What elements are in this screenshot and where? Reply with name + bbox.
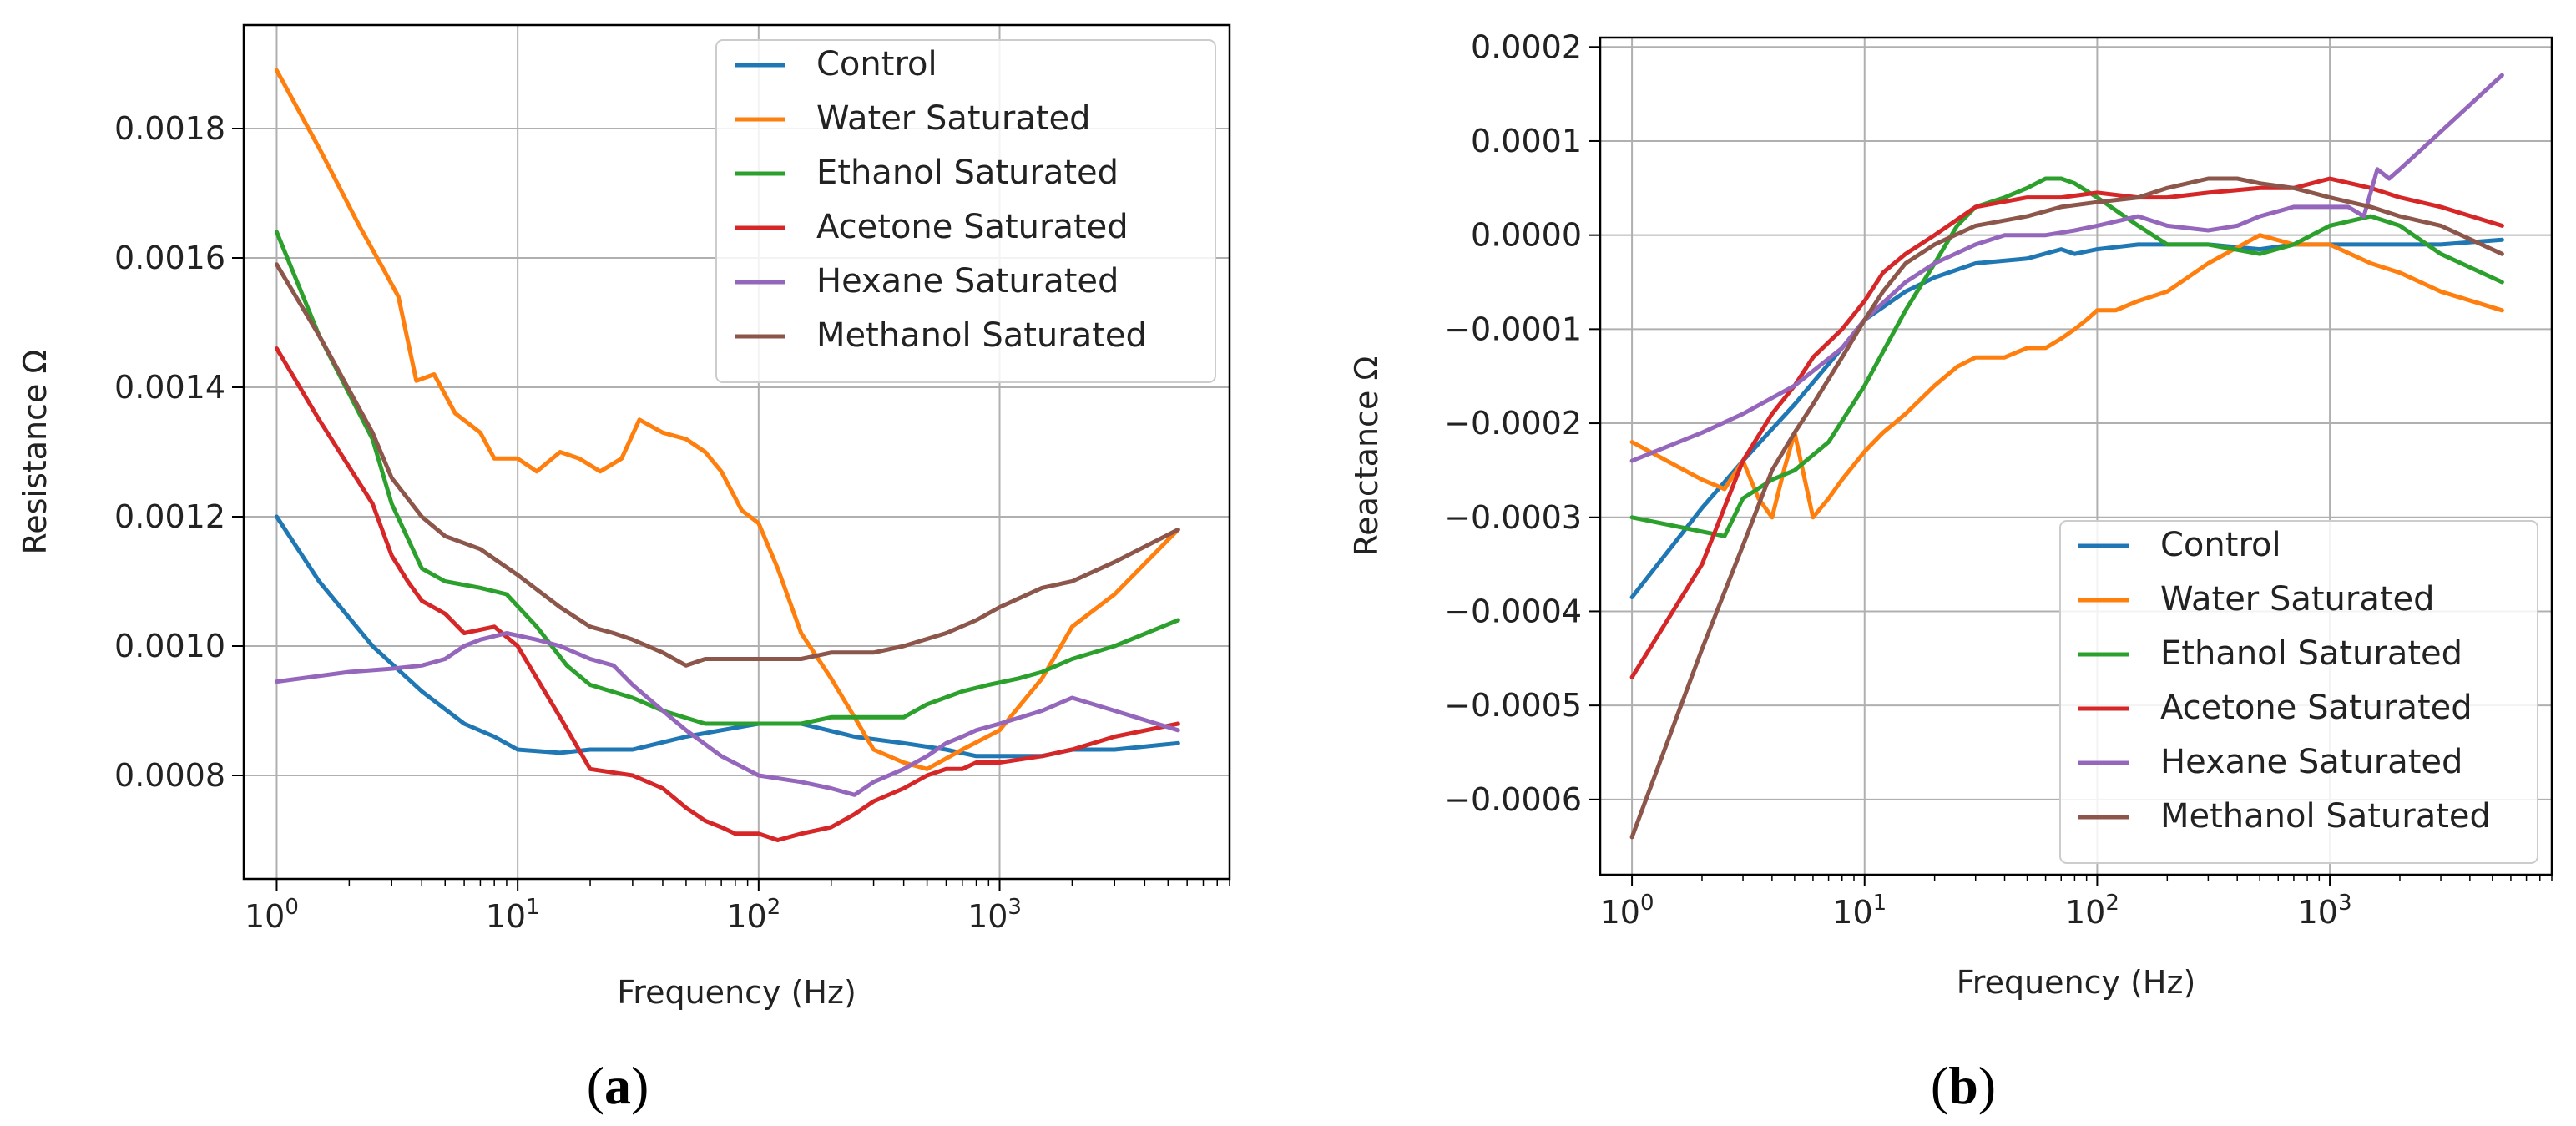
series-line-ethanol-saturated (1629, 176, 2504, 538)
x-tick-exponent: 0 (285, 895, 299, 920)
series-line-methanol-saturated (1629, 176, 2504, 840)
y-tick-label: −0.0005 (1444, 687, 1582, 724)
y-tick-label: −0.0002 (1444, 405, 1582, 442)
x-tick-base: 10 (1600, 894, 1640, 931)
x-tick-exponent: 0 (1640, 891, 1654, 916)
x-tick-exponent: 2 (767, 895, 781, 920)
legend-label: Ethanol Saturated (2160, 634, 2462, 673)
y-tick-label: 0.0012 (114, 498, 225, 535)
series-line-methanol-saturated (275, 262, 1180, 668)
y-tick-label: −0.0004 (1444, 593, 1582, 629)
legend-label: Hexane Saturated (816, 262, 1119, 300)
series-line-acetone-saturated (275, 346, 1180, 842)
x-tick-base: 10 (1832, 894, 1872, 931)
x-tick-exponent: 1 (1873, 891, 1887, 916)
x-tick-exponent: 3 (1008, 895, 1022, 920)
y-tick-label: −0.0003 (1444, 499, 1582, 536)
series-line-control (1629, 237, 2504, 599)
legend-box (715, 39, 1216, 383)
x-tick-exponent: 1 (526, 895, 540, 920)
legend-label: Water Saturated (816, 99, 1091, 138)
x-tick-base: 10 (967, 898, 1008, 935)
series-line-ethanol-saturated (275, 230, 1180, 726)
series-line-hexane-saturated (1629, 73, 2504, 463)
legend-label: Hexane Saturated (2160, 743, 2462, 781)
x-tick-exponent: 3 (2338, 891, 2352, 916)
legend-label: Methanol Saturated (2160, 797, 2491, 836)
legend: Control Water Saturated Ethanol Saturated A… (2059, 520, 2538, 864)
x-tick-label: 102 (726, 895, 780, 935)
y-axis-label: Reactance Ω (1348, 356, 1385, 557)
x-tick-base: 10 (486, 898, 526, 935)
legend: Control Water Saturated Ethanol Saturated A… (715, 39, 1216, 383)
legend-label: Acetone Saturated (816, 208, 1129, 246)
plot-frame (1599, 36, 2553, 876)
x-axis-label: Frequency (Hz) (1957, 964, 2196, 1001)
caption-a: (a) (587, 1056, 649, 1115)
series-line-water-saturated (275, 68, 1180, 771)
y-tick-label: 0.0002 (1471, 28, 1582, 65)
chart-b-reactance: 100 101 102 103−0.0006−0.0005−0.0004−0.0003… (1348, 28, 2553, 1001)
x-tick-base: 10 (245, 898, 285, 935)
chart-a-resistance: 100 101 102 1030.00080.00100.00120.00140.00… (17, 23, 1231, 1011)
caption-b-letter: b (1948, 1056, 1978, 1115)
x-axis-label: Frequency (Hz) (617, 974, 856, 1011)
series-group (1629, 73, 2504, 840)
x-tick-label: 101 (486, 895, 540, 935)
series-group (275, 68, 1180, 842)
legend-label: Control (816, 45, 937, 83)
y-tick-label: 0.0000 (1471, 217, 1582, 254)
y-tick-label: 0.0008 (114, 757, 225, 794)
y-tick-label: 0.0001 (1471, 123, 1582, 159)
y-axis-label: Resistance Ω (17, 350, 53, 555)
y-tick-label: −0.0006 (1444, 781, 1582, 818)
legend-label: Control (2160, 526, 2281, 564)
legend-box (2059, 520, 2538, 864)
x-tick-exponent: 2 (2105, 891, 2119, 916)
plot-frame (242, 23, 1231, 881)
caption-b: (b) (1931, 1056, 1996, 1115)
x-tick-label: 100 (245, 895, 299, 935)
x-tick-label: 103 (967, 895, 1022, 935)
x-tick-base: 10 (726, 898, 766, 935)
caption-a-letter: a (604, 1056, 631, 1115)
x-tick-label: 102 (2065, 891, 2119, 931)
series-line-water-saturated (1629, 233, 2504, 520)
y-tick-label: 0.0010 (114, 628, 225, 664)
legend-label: Acetone Saturated (2160, 689, 2472, 727)
x-tick-label: 100 (1600, 891, 1654, 931)
x-tick-label: 101 (1832, 891, 1887, 931)
x-tick-base: 10 (2065, 894, 2105, 931)
x-tick-label: 103 (2298, 891, 2352, 931)
y-tick-label: 0.0014 (114, 369, 225, 406)
y-tick-label: −0.0001 (1444, 311, 1582, 347)
legend-label: Water Saturated (2160, 580, 2435, 619)
series-line-hexane-saturated (275, 631, 1180, 797)
legend-label: Ethanol Saturated (816, 154, 1119, 192)
x-tick-base: 10 (2298, 894, 2338, 931)
y-tick-label: 0.0018 (114, 110, 225, 147)
legend-label: Methanol Saturated (816, 316, 1147, 355)
series-line-control (275, 514, 1180, 759)
y-tick-label: 0.0016 (114, 240, 225, 276)
